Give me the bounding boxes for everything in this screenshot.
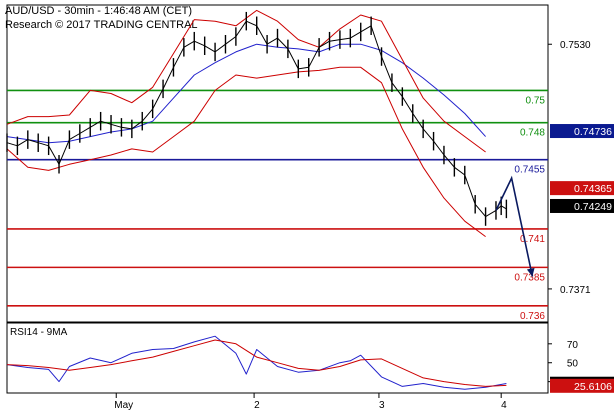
- osc-value-box-label: 25.6106: [574, 381, 612, 393]
- x-tick-label: 2: [254, 400, 260, 411]
- level-label: 0.736: [520, 311, 545, 322]
- price-box: [550, 198, 614, 213]
- level-label: 0.7455: [514, 165, 545, 176]
- oscillator-panel-frame: [6, 322, 549, 394]
- ma-fast-line: [6, 43, 486, 144]
- chart-subtitle: Research © 2017 TRADING CENTRAL: [5, 19, 198, 31]
- chart-title: AUD/USD - 30min - 1:46:48 AM (CET): [5, 5, 193, 17]
- bollinger-upper-line: [6, 9, 486, 153]
- x-tick-label: 4: [501, 400, 507, 411]
- x-tick-label: 3: [379, 400, 385, 411]
- price-panel-frame: [6, 4, 549, 323]
- price-box-label: 0.74365: [574, 183, 612, 195]
- forecast-arrow-head: [526, 267, 535, 277]
- osc-value-box: [550, 378, 614, 393]
- level-label: 0.748: [520, 128, 545, 139]
- y-tick-label: 0.7371: [560, 285, 591, 296]
- level-label: 0.75: [526, 95, 546, 106]
- price-line: [6, 20, 507, 218]
- level-label: 0.741: [520, 234, 545, 245]
- osc-y-tick-label: 70: [567, 340, 579, 351]
- price-box: [550, 181, 614, 196]
- rsi-ma-line: [6, 339, 507, 387]
- price-box-label: 0.74249: [574, 201, 612, 213]
- x-tick-label: May: [114, 400, 133, 411]
- forecast-arrow-line: [495, 175, 534, 277]
- bollinger-lower-line: [6, 66, 486, 238]
- oscillator-title: RSI14 - 9MA: [10, 327, 68, 338]
- price-box-label: 0.74736: [574, 126, 612, 138]
- osc-y-tick-label: 50: [567, 359, 579, 370]
- rsi-line: [6, 335, 507, 390]
- y-tick-label: 0.7530: [560, 40, 591, 51]
- price-box: [550, 124, 614, 139]
- level-label: 0.7385: [514, 272, 545, 283]
